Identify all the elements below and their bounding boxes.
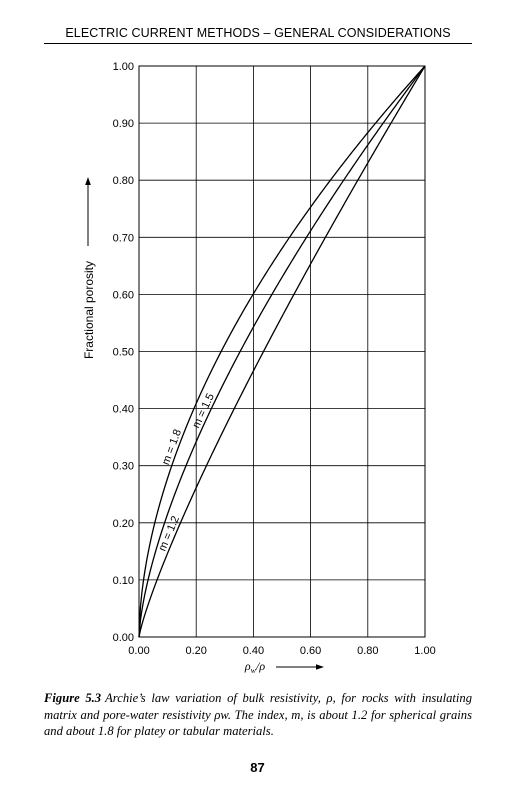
y-tick-label: 0.20 (113, 518, 134, 530)
y-tick-label: 0.60 (113, 289, 134, 301)
series-label-3: m = 1.8 (160, 428, 184, 467)
x-tick-label: 0.80 (357, 645, 378, 657)
x-axis-label-tail: /ρ (255, 659, 265, 673)
x-tick-label: 1.00 (414, 645, 435, 657)
y-tick-label: 1.00 (113, 61, 134, 73)
y-tick-label: 0.90 (113, 118, 134, 130)
y-tick-labels: 0.00 0.10 0.20 0.30 0.40 0.50 0.60 0.70 0.80 0.90… (113, 61, 134, 644)
x-axis-label-rho: ρ (244, 659, 251, 673)
series-curve-2 (138, 65, 426, 638)
plot-frame (138, 65, 426, 638)
x-tick-label: 0.60 (300, 645, 321, 657)
y-tick-label: 0.70 (113, 232, 134, 244)
series-curve-3 (138, 65, 426, 638)
y-tick-label: 0.10 (113, 575, 134, 587)
x-tick-label: 0.00 (128, 645, 149, 657)
series-label-1: m = 1.2 (156, 514, 182, 553)
y-tick-label: 0.40 (113, 404, 134, 416)
x-tick-labels: 0.00 0.20 0.40 0.60 0.80 1.00 (128, 645, 435, 657)
x-axis-label: ρw/ρ (244, 659, 265, 675)
y-tick-label: 0.50 (113, 347, 134, 359)
y-tick-label: 0.80 (113, 175, 134, 187)
y-tick-label: 0.30 (113, 461, 134, 473)
x-tick-label: 0.20 (185, 645, 206, 657)
y-axis-label: Fractional porosity (82, 261, 96, 359)
series-curve-1 (138, 65, 426, 638)
page-number: 87 (250, 760, 265, 775)
y-tick-label: 0.00 (113, 632, 134, 644)
grid (138, 65, 426, 638)
figure-caption: Figure 5.3 Archie’s law variation of bulk… (44, 690, 472, 740)
x-axis-label-subscript: w (251, 666, 257, 675)
header-rule (44, 43, 472, 44)
archie-law-chart: 0.00 0.20 0.40 0.60 0.80 1.00 0.00 0.10 0.20 0.3… (82, 61, 436, 675)
series-label-2: m = 1.5 (190, 392, 217, 431)
x-tick-label: 0.40 (243, 645, 264, 657)
y-axis-arrow-head (85, 177, 91, 185)
figure-label: Figure 5.3 (44, 691, 102, 705)
figure-caption-text: Archie’s law variation of bulk resistivi… (44, 691, 472, 738)
series-labels: m = 1.2 m = 1.5m = 1.8 (156, 392, 216, 554)
running-head: ELECTRIC CURRENT METHODS – GENERAL CONSI… (65, 26, 451, 40)
x-axis-arrow-head (316, 664, 324, 670)
series-curves (138, 65, 426, 638)
